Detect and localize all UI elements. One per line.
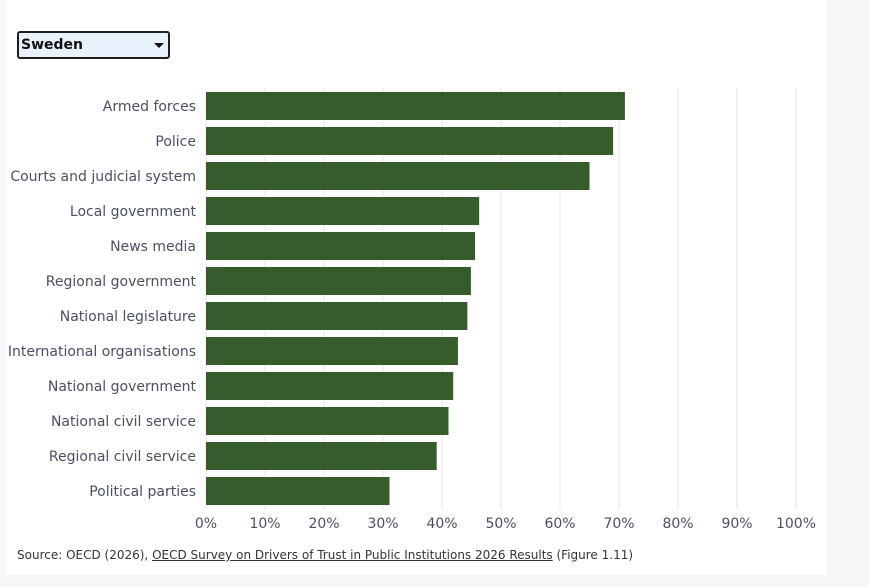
bar bbox=[206, 302, 468, 330]
x-tick-label: 40% bbox=[426, 516, 457, 532]
x-tick-label: 0% bbox=[195, 516, 217, 532]
bar bbox=[206, 92, 625, 120]
category-label: Regional government bbox=[46, 274, 197, 290]
source-suffix: (Figure 1.11) bbox=[552, 548, 634, 562]
category-label: National government bbox=[48, 379, 197, 395]
bar bbox=[206, 477, 390, 505]
bar bbox=[206, 127, 614, 155]
x-tick-label: 70% bbox=[603, 516, 634, 532]
x-tick-label: 80% bbox=[662, 516, 693, 532]
source-note: Source: OECD (2026), OECD Survey on Driv… bbox=[17, 548, 633, 562]
x-tick-label: 100% bbox=[776, 516, 816, 532]
x-tick-label: 20% bbox=[308, 516, 339, 532]
x-tick-label: 60% bbox=[544, 516, 575, 532]
bar bbox=[206, 407, 449, 435]
trust-bar-chart: Armed forces Police Courts and judicial sy… bbox=[8, 88, 816, 532]
chevron-down-icon[interactable] bbox=[154, 43, 164, 48]
bar bbox=[206, 337, 458, 365]
bar bbox=[206, 442, 437, 470]
category-label: International organisations bbox=[8, 344, 196, 360]
category-label: Police bbox=[155, 134, 196, 150]
bar bbox=[206, 197, 480, 225]
category-label: Courts and judicial system bbox=[10, 169, 196, 185]
bar bbox=[206, 232, 476, 260]
category-label: Armed forces bbox=[103, 99, 196, 115]
category-label: News media bbox=[110, 239, 196, 255]
category-label: Political parties bbox=[89, 484, 196, 500]
x-tick-label: 10% bbox=[249, 516, 280, 532]
bar bbox=[206, 372, 454, 400]
category-label: National civil service bbox=[51, 414, 196, 430]
x-tick-label: 90% bbox=[721, 516, 752, 532]
country-select-value: Sweden bbox=[21, 37, 83, 53]
category-label: Local government bbox=[70, 204, 197, 220]
category-label: National legislature bbox=[60, 309, 196, 325]
x-tick-label: 30% bbox=[367, 516, 398, 532]
source-prefix: Source: OECD (2026), bbox=[17, 548, 153, 562]
country-select[interactable]: Sweden bbox=[17, 31, 170, 59]
category-label: Regional civil service bbox=[49, 449, 196, 465]
bar bbox=[206, 162, 590, 190]
source-link[interactable]: OECD Survey on Drivers of Trust in Publi… bbox=[152, 548, 553, 562]
x-tick-label: 50% bbox=[485, 516, 516, 532]
bar bbox=[206, 267, 471, 295]
